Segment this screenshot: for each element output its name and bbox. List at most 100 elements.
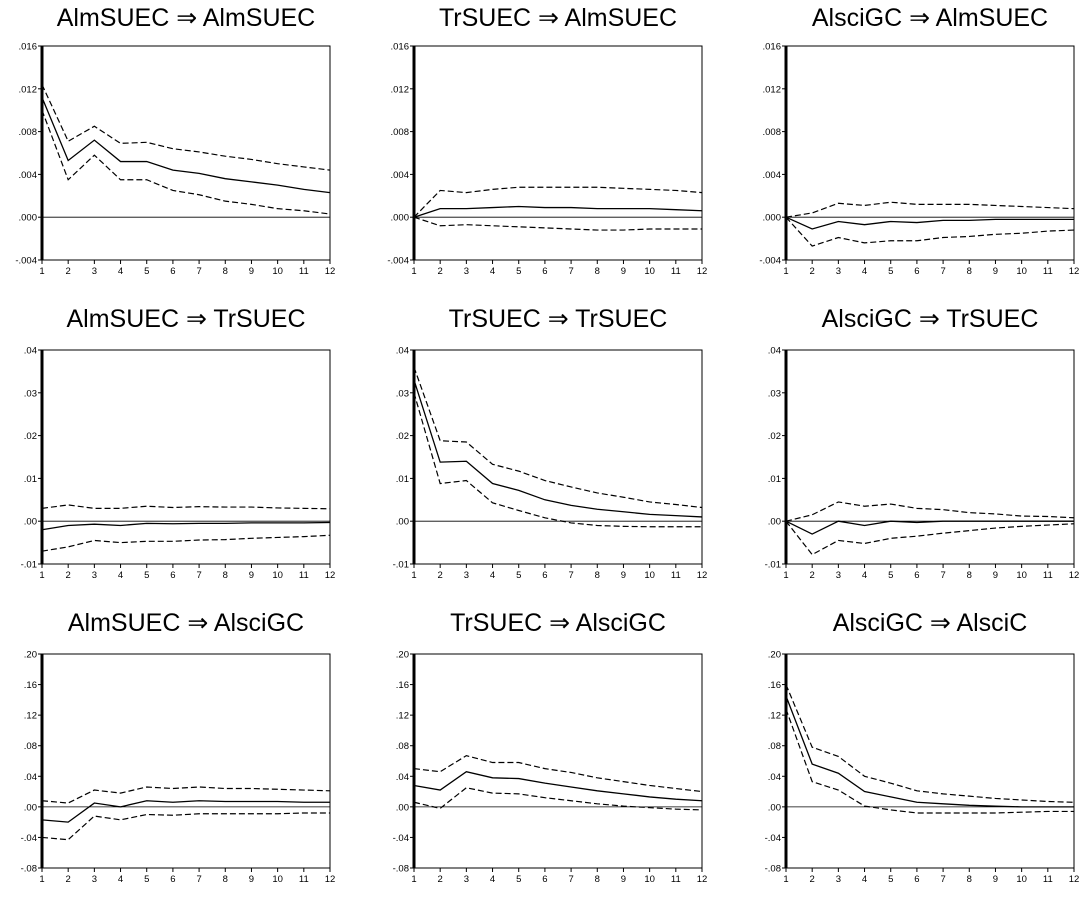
- confidence-band-line: [785, 201, 1075, 218]
- plot-frame: [785, 45, 1075, 261]
- y-tick-label: .04: [396, 772, 409, 783]
- panel-chart: .20.16.12.08.04.00-.04-.081 2 3 4 5 6 7 8 9 10 11 1…: [393, 650, 708, 886]
- x-tick-label: 10: [1016, 266, 1027, 277]
- x-tick-label: 8: [223, 266, 228, 277]
- y-tick-label: .01: [768, 474, 781, 485]
- x-tick-label: 4: [862, 266, 867, 277]
- x-tick-label: 1: [783, 874, 788, 885]
- plot-frame: [41, 349, 331, 565]
- y-tick-label: -.01: [765, 560, 781, 571]
- x-tick-label: 7: [196, 266, 201, 277]
- x-tick-label: 12: [697, 874, 708, 885]
- confidence-band-line: [785, 216, 1075, 247]
- y-tick-label: .12: [24, 711, 37, 722]
- y-tick-label: .008: [391, 127, 410, 138]
- y-tick-label: .16: [24, 680, 37, 691]
- y-tick-label: .000: [391, 213, 410, 224]
- y-tick-label: -.004: [387, 256, 409, 267]
- x-tick-label: 11: [299, 266, 309, 277]
- x-tick-label: 5: [144, 570, 149, 581]
- x-tick-label: 3: [92, 266, 97, 277]
- y-tick-label: .016: [763, 42, 782, 53]
- y-tick-label: .00: [768, 517, 781, 528]
- x-tick-label: 3: [464, 874, 469, 885]
- x-tick-label: 12: [325, 874, 336, 885]
- x-tick-label: 1: [411, 874, 416, 885]
- x-tick-label: 11: [299, 570, 309, 581]
- x-tick-label: 3: [836, 874, 841, 885]
- y-tick-label: .12: [396, 711, 409, 722]
- x-tick-label: 1: [411, 570, 416, 581]
- y-tick-label: .00: [24, 517, 37, 528]
- plot-frame: [785, 653, 1075, 869]
- response-line: [41, 97, 331, 194]
- x-tick-label: 4: [118, 266, 123, 277]
- panel-title: TrSUEC ⇒ TrSUEC: [448, 305, 668, 333]
- x-tick-label: 2: [810, 874, 815, 885]
- confidence-band-line: [785, 684, 1075, 803]
- y-tick-label: -.004: [759, 256, 781, 267]
- x-tick-label: 1: [783, 570, 788, 581]
- x-tick-label: 10: [1016, 874, 1027, 885]
- x-tick-label: 8: [595, 570, 600, 581]
- x-tick-label: 11: [1043, 266, 1053, 277]
- x-tick-label: 6: [542, 570, 547, 581]
- x-tick-label: 3: [464, 570, 469, 581]
- x-tick-label: 10: [1016, 570, 1027, 581]
- x-tick-label: 5: [888, 570, 893, 581]
- y-tick-label: .012: [763, 84, 782, 95]
- y-tick-label: .004: [19, 170, 38, 181]
- confidence-band-line: [413, 392, 702, 528]
- y-tick-label: .012: [391, 84, 410, 95]
- y-tick-label: .00: [768, 802, 781, 813]
- x-tick-label: 6: [542, 874, 547, 885]
- x-tick-label: 5: [144, 266, 149, 277]
- panel-title: TrSUEC ⇒ AlsciGC: [450, 609, 666, 637]
- confidence-band-line: [785, 520, 1075, 556]
- x-tick-label: 11: [671, 570, 681, 581]
- y-tick-label: .01: [24, 474, 37, 485]
- confidence-band-line: [413, 186, 703, 218]
- y-tick-label: .16: [768, 680, 781, 691]
- x-tick-label: 2: [66, 266, 71, 277]
- x-tick-label: 10: [644, 266, 655, 277]
- response-line: [785, 520, 1074, 535]
- x-tick-label: 12: [325, 266, 336, 277]
- y-tick-label: .01: [396, 474, 409, 485]
- x-tick-label: 6: [170, 266, 175, 277]
- x-tick-label: 3: [464, 266, 469, 277]
- x-tick-label: 2: [438, 266, 443, 277]
- x-tick-label: 7: [568, 266, 573, 277]
- y-tick-label: .00: [396, 802, 409, 813]
- x-tick-label: 10: [272, 266, 283, 277]
- y-tick-label: .004: [763, 170, 782, 181]
- response-line: [413, 771, 703, 802]
- panel-title: AlsciGC ⇒ TrSUEC: [821, 305, 1039, 333]
- x-tick-label: 9: [993, 266, 998, 277]
- confidence-band-line: [413, 216, 702, 231]
- x-tick-label: 3: [92, 874, 97, 885]
- y-tick-label: .04: [768, 346, 781, 357]
- x-tick-label: 6: [170, 874, 175, 885]
- y-tick-label: -.08: [393, 864, 409, 875]
- x-tick-label: 7: [568, 874, 573, 885]
- x-tick-label: 2: [438, 570, 443, 581]
- x-tick-label: 3: [836, 570, 841, 581]
- y-tick-label: -.08: [21, 864, 37, 875]
- y-tick-label: .20: [24, 650, 37, 661]
- x-tick-label: 5: [888, 874, 893, 885]
- x-tick-label: 11: [1043, 874, 1053, 885]
- y-tick-label: .004: [391, 170, 410, 181]
- x-tick-label: 3: [836, 266, 841, 277]
- y-tick-label: .16: [396, 680, 409, 691]
- x-tick-label: 10: [644, 874, 655, 885]
- x-tick-label: 9: [249, 266, 254, 277]
- plot-frame: [413, 349, 703, 565]
- panel-chart: .20.16.12.08.04.00-.04-.081 2 3 4 5 6 7 8 9 10 11 1…: [765, 650, 1080, 886]
- plot-frame: [41, 653, 331, 869]
- y-tick-label: .08: [768, 741, 781, 752]
- y-tick-label: .20: [396, 650, 409, 661]
